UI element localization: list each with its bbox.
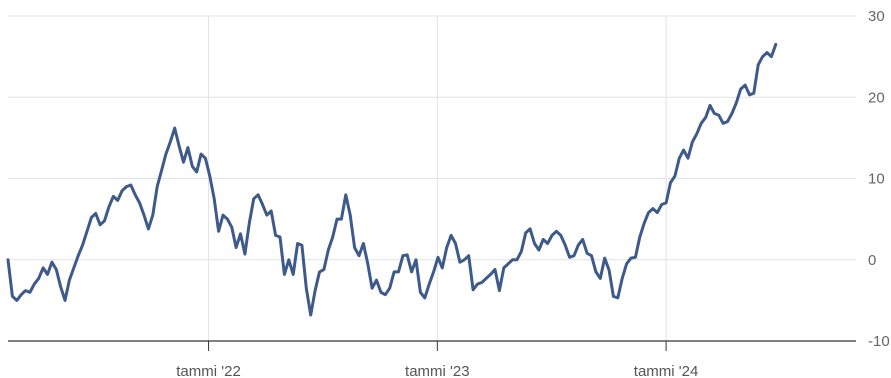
horizontal-gridlines [8, 15, 856, 261]
series-line [6, 42, 778, 317]
x-axis-tick-labels: tammi '22 tammi '23 tammi '24 [176, 363, 698, 378]
y-tick-label: 20 [868, 89, 885, 106]
y-axis-tick-labels: 30 20 10 0 -10 [868, 8, 890, 350]
y-tick-label: -10 [868, 333, 890, 350]
x-tick-label: tammi '22 [176, 363, 241, 378]
vertical-gridlines [208, 16, 667, 341]
x-axis-ticks [208, 341, 667, 351]
x-tick-label: tammi '24 [634, 363, 699, 378]
x-tick-label: tammi '23 [405, 363, 470, 378]
y-tick-label: 0 [868, 252, 876, 269]
y-tick-label: 30 [868, 8, 885, 25]
y-tick-label: 10 [868, 171, 885, 188]
